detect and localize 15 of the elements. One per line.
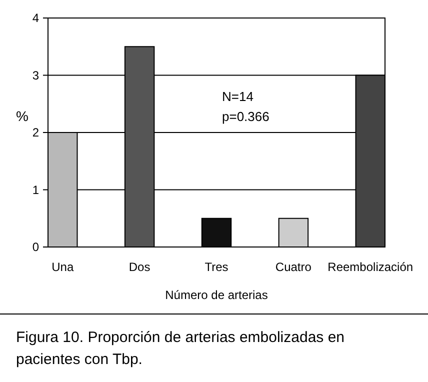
annotation: N=14	[222, 89, 254, 104]
y-tick-label: 2	[32, 126, 40, 140]
x-tick-label: Reembolización	[328, 260, 414, 274]
y-tick-label: 1	[32, 182, 40, 197]
x-tick-label: Tres	[204, 260, 228, 274]
x-axis-title: Número de arterias	[165, 288, 268, 302]
text: Figura 10. Proporción de arterias embolizadas en pacientes con Tbp.	[16, 329, 345, 368]
x-tick-label: Una	[52, 260, 74, 274]
annotation: p=0.366	[222, 109, 270, 124]
x-tick-label: Dos	[128, 260, 150, 274]
y-tick-label: 4	[32, 11, 40, 26]
y-tick-label: 3	[32, 68, 40, 82]
x-tick-label: Cuatro	[275, 260, 312, 274]
y-axis-title: %	[16, 108, 28, 124]
y-tick-label: 0	[32, 240, 40, 254]
